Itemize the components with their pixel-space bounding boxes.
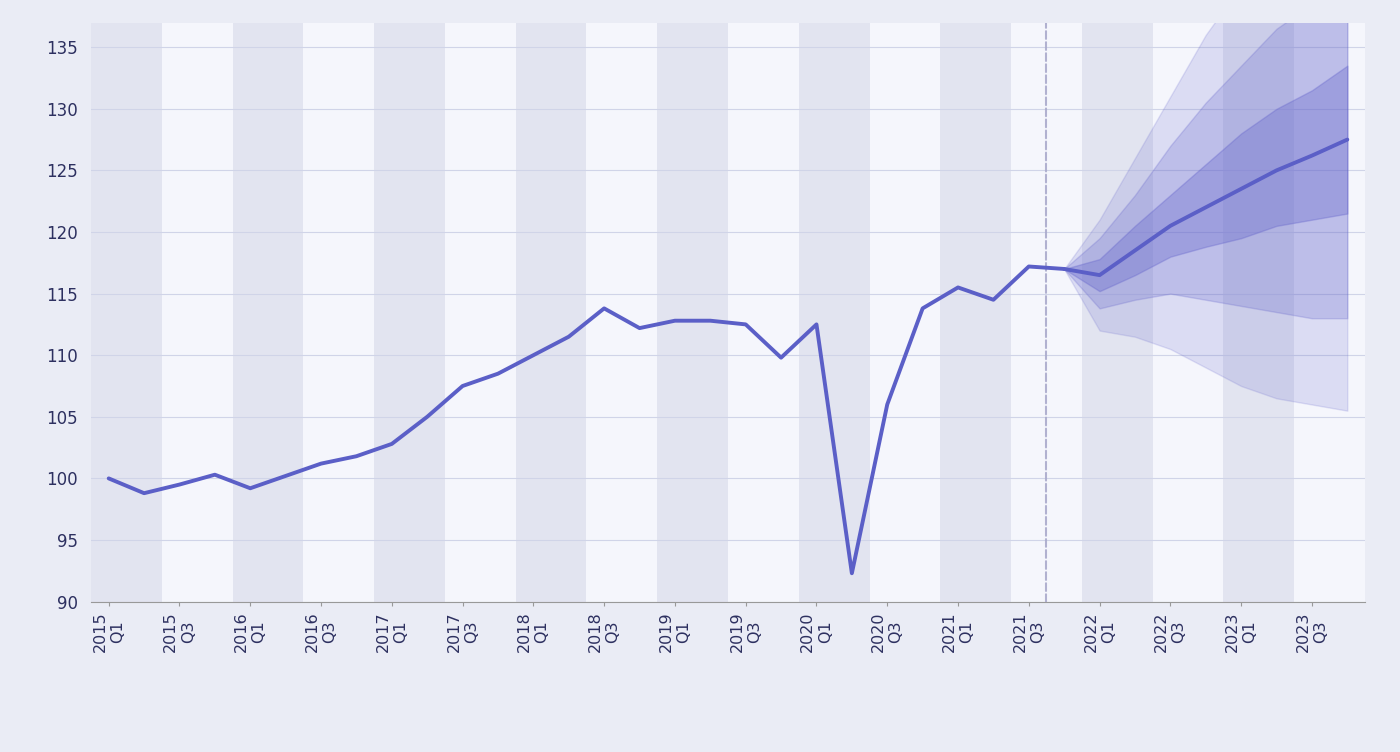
Bar [657,23,728,602]
Bar [1152,23,1224,602]
Bar [799,23,869,602]
Bar [91,23,162,602]
Bar [728,23,799,602]
Bar [1294,23,1365,602]
Bar [515,23,587,602]
Bar [1224,23,1294,602]
Bar [304,23,374,602]
Bar [374,23,445,602]
Bar [587,23,657,602]
Bar [232,23,304,602]
Bar [941,23,1011,602]
Bar [445,23,515,602]
Bar [162,23,232,602]
Bar [1011,23,1082,602]
Bar [869,23,941,602]
Bar [1082,23,1152,602]
